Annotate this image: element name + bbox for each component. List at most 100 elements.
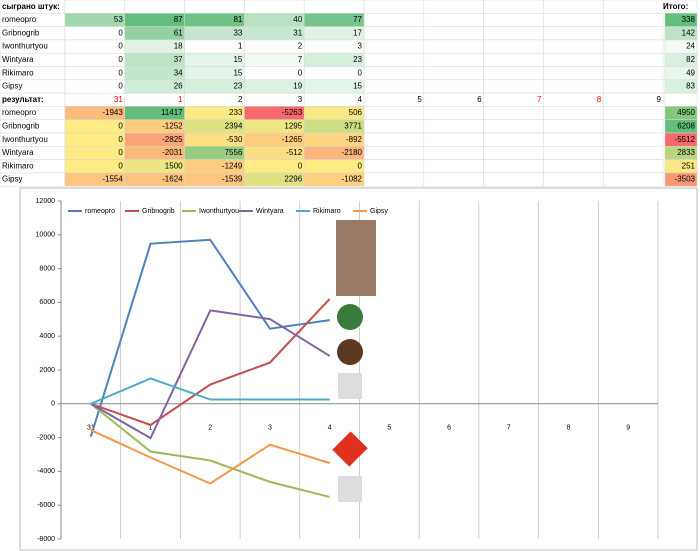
cell [64,146,126,160]
cell [543,66,604,81]
avatar [332,431,368,467]
cell [543,106,604,120]
cell [602,106,664,120]
row-name: Rikimaro [2,68,34,77]
cell [543,79,604,94]
cell [483,106,544,120]
cell [363,13,425,27]
cell [543,146,604,160]
cell [543,119,604,134]
cell-value: 11417 [161,108,183,117]
cell [543,172,604,187]
avatar [338,373,362,399]
cell-value: -1252 [162,121,183,130]
cell-value: 61 [174,28,183,37]
cell-value: 0 [298,68,303,77]
cell-value: -1554 [102,175,123,184]
round-label: 6 [477,95,482,104]
cell-value: 1500 [165,161,183,170]
cell [543,52,604,67]
avatar [336,220,376,296]
cell [483,13,544,27]
total-value: 142 [682,28,696,37]
cell-value: -2180 [342,148,363,157]
total-value: 2833 [677,148,695,157]
y-tick-label: -2000 [37,434,55,441]
legend-label: Gipsy [370,208,388,215]
cell [363,66,425,81]
cell-value: -1249 [222,161,243,170]
cell [184,92,245,107]
cell-value: 19 [293,82,302,91]
cell-value: 233 [229,108,243,117]
cell-value: 1295 [284,121,302,130]
cell [303,159,365,174]
cell-value: 0 [118,55,123,64]
avatar [338,476,362,502]
series-line [90,309,331,440]
cell [303,79,365,94]
x-tick-label: 8 [566,425,570,432]
cell-value: 87 [174,15,183,24]
cell [543,92,604,107]
row-name: Rikimaro [2,161,34,170]
cell [363,79,425,94]
cell [303,39,365,54]
cell [543,132,604,147]
cell [64,79,126,94]
total-value: -5512 [675,135,696,144]
cell [363,92,425,107]
cell-value: 1 [238,42,243,51]
cell [363,0,425,14]
cell-value: 18 [174,42,183,51]
x-tick-label: 7 [507,425,511,432]
y-tick-label: -8000 [37,536,55,543]
cell-value: 0 [118,28,123,37]
total-value: 83 [686,82,695,91]
cell [602,79,664,94]
cell [423,106,484,120]
cell [602,159,664,174]
total-value: 338 [682,15,696,24]
cell [64,39,126,54]
cell [664,172,698,187]
cell [602,172,664,187]
legend-label: Iwonthurtyou [199,208,239,215]
cell [244,92,305,107]
cell [64,26,126,41]
cell-value: 0 [298,161,303,170]
row-name: Gribnogrib [2,121,40,130]
cell [363,52,425,67]
total-value: 4950 [677,108,695,117]
round-label: 2 [238,95,243,104]
cell [423,66,484,81]
avatars [332,220,376,502]
cell-value: -892 [346,135,363,144]
cell [244,39,305,54]
round-label: 5 [417,95,422,104]
cell [303,66,365,81]
cell [423,0,484,14]
cell-value: -5263 [282,108,303,117]
y-tick-label: 10000 [36,232,56,239]
series-line [90,377,330,405]
avatar [337,304,363,330]
cell-value: 0 [118,148,123,157]
cell [244,159,305,174]
cell [64,0,126,14]
x-tick-label: 5 [387,425,391,432]
cell [64,52,126,67]
row-name: romeopro [2,15,37,24]
cell [64,159,126,174]
cell-value: 77 [353,15,362,24]
y-tick-label: 6000 [39,299,55,306]
cell [483,146,544,160]
cell-value: 0 [118,161,123,170]
cell [483,26,544,41]
cell [423,52,484,67]
cell [602,26,664,41]
cell [602,0,664,14]
row-name: romeopro [2,108,37,117]
cell [483,92,544,107]
